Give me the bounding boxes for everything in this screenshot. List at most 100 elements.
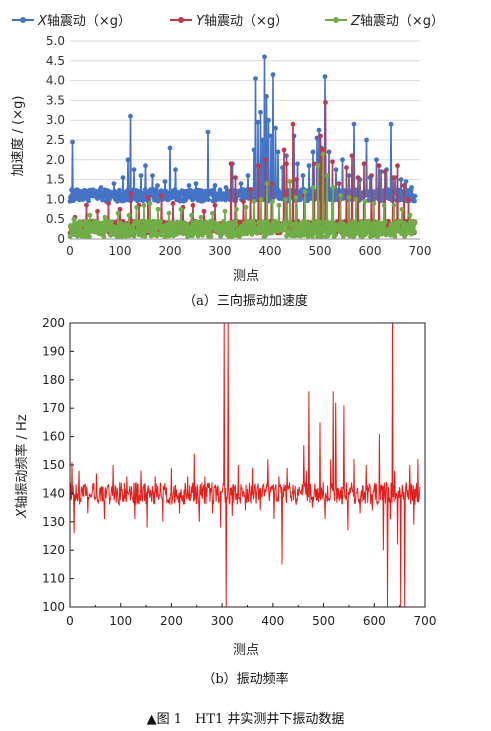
chart-a-data-point: [215, 221, 221, 227]
chart-a-data-point: [336, 181, 342, 187]
legend-label-text: 轴震动（×g）: [204, 14, 288, 29]
chart-a-data-point: [186, 183, 192, 188]
chart-b-x-tick-label: 0: [66, 614, 74, 628]
chart-a-data-point: [131, 233, 137, 239]
chart-a-data-point: [322, 74, 328, 79]
chart-acceleration: X轴震动（×g） Y轴震动（×g） Z轴震动（×g） 00.51.01.52.02.…: [10, 14, 444, 284]
chart-b-x-axis-label: 测点: [233, 643, 259, 658]
chart-a-data-point: [141, 202, 147, 208]
chart-a-data-point: [252, 221, 257, 226]
chart-a-data-point: [321, 229, 327, 235]
chart-a-data-point: [258, 109, 263, 115]
chart-a-data-point: [84, 202, 89, 208]
chart-b-y-axis-label-rest: 轴振动频率 / Hz: [14, 414, 30, 508]
chart-a-data-point: [260, 137, 265, 143]
chart-a-data-point: [207, 228, 213, 234]
chart-a-data-point: [351, 221, 357, 227]
chart-a-data-point: [273, 125, 278, 131]
chart-a-data-point: [341, 234, 346, 240]
chart-a-data-point: [251, 147, 257, 153]
chart-a-data-point: [316, 127, 322, 133]
chart-a-data-point: [264, 94, 269, 99]
chart-a-data-point: [276, 202, 282, 208]
chart-b-y-tick-label: 130: [42, 515, 65, 529]
chart-a-data-point: [391, 202, 397, 208]
chart-a-x-tick-label: 300: [209, 244, 232, 258]
chart-b-y-axis-label-text: X轴振动频率 / Hz: [14, 414, 30, 518]
figure-title: ▲图 1 HT1 井实测井下振动数据: [146, 712, 345, 727]
chart-a-data-point: [270, 199, 275, 204]
chart-a-series-group: [67, 54, 418, 240]
chart-a-data-point: [392, 234, 398, 239]
chart-a-x-tick-label: 500: [309, 244, 332, 258]
chart-a-data-point: [388, 121, 394, 127]
chart-a-data-point: [174, 220, 179, 226]
chart-b-caption: （b）振动频率: [202, 672, 289, 687]
chart-a-data-point: [300, 173, 306, 179]
chart-a-series-z: [67, 151, 418, 240]
chart-a-y-tick-label: 0.5: [46, 212, 65, 226]
chart-a-data-point: [234, 206, 239, 212]
chart-a-data-point: [305, 192, 311, 198]
chart-a-data-point: [294, 177, 299, 183]
chart-a-data-point: [78, 219, 83, 225]
chart-a-data-point: [290, 121, 296, 127]
legend-label-var: Y: [196, 14, 205, 29]
chart-a-data-point: [241, 199, 246, 204]
chart-b-axes: [69, 322, 426, 608]
chart-a-data-point: [131, 167, 137, 173]
chart-a-data-point: [362, 199, 368, 204]
chart-a-data-point: [98, 185, 104, 190]
chart-a-data-point: [255, 119, 261, 125]
chart-a-y-axis-label: 加速度 / (×g): [10, 96, 26, 177]
chart-a-data-point: [205, 225, 210, 230]
chart-a-data-point: [192, 230, 198, 236]
chart-b-y-axis-label-var: X: [15, 508, 30, 519]
chart-a-data-point: [259, 188, 264, 194]
chart-a-data-point: [70, 139, 75, 145]
chart-b-y-tick-label: 140: [42, 486, 65, 500]
chart-a-data-point: [407, 212, 413, 218]
chart-a-data-point: [138, 219, 143, 224]
chart-a-data-point: [95, 208, 100, 214]
chart-a-data-point: [382, 219, 388, 225]
chart-a-data-point: [396, 218, 402, 224]
chart-a-data-point: [237, 234, 242, 240]
chart-a-data-point: [248, 187, 253, 192]
chart-a-data-point: [361, 161, 367, 167]
chart-a-data-point: [253, 76, 258, 81]
chart-a-y-tick-label: 1.0: [46, 192, 65, 206]
chart-a-data-point: [302, 189, 308, 194]
chart-a-series-line: [69, 102, 416, 237]
chart-a-data-point: [310, 149, 316, 155]
chart-a-data-point: [299, 224, 304, 230]
chart-a-y-tick-label: 4.0: [46, 74, 65, 88]
chart-a-data-point: [134, 204, 139, 210]
chart-a-data-point: [287, 179, 293, 185]
legend-marker: [333, 17, 339, 23]
chart-a-data-point: [206, 197, 211, 203]
chart-a-data-point: [111, 181, 117, 187]
chart-a-data-point: [256, 163, 261, 169]
legend-item-y: Y轴震动（×g）: [170, 14, 288, 29]
chart-a-data-point: [281, 147, 287, 153]
chart-a-data-point: [409, 185, 414, 190]
legend-item-x: X轴震动（×g）: [12, 14, 131, 29]
chart-a-data-point: [221, 219, 226, 224]
chart-a-data-point: [223, 185, 229, 190]
chart-a-data-point: [162, 179, 168, 185]
chart-a-data-point: [175, 224, 180, 230]
chart-a-data-point: [310, 233, 315, 239]
chart-a-data-point: [379, 231, 385, 237]
legend-item-z: Z轴震动（×g）: [325, 14, 444, 29]
legend-label-var: Z: [350, 14, 361, 29]
chart-a-x-tick-label: 600: [359, 244, 382, 258]
chart-a-data-point: [233, 175, 238, 181]
chart-a-x-tick-label: 200: [159, 244, 182, 258]
chart-a-data-point: [262, 54, 267, 60]
chart-a-data-point: [293, 195, 299, 200]
chart-a-data-point: [346, 173, 352, 179]
chart-b-x-tick-label: 700: [414, 614, 437, 628]
